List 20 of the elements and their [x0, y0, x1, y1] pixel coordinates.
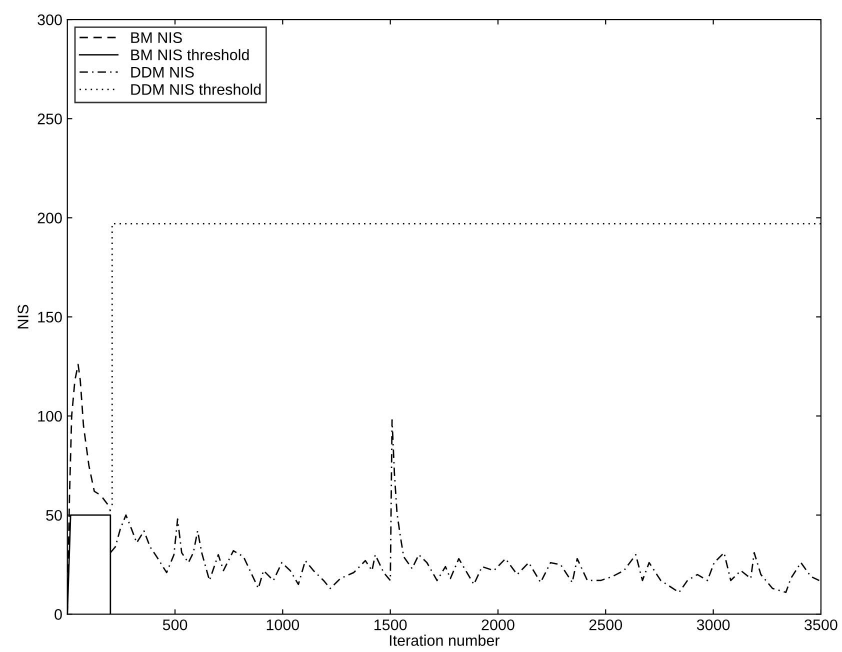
x-tick-label: 3500 — [804, 619, 838, 630]
x-tick-label: 1000 — [266, 619, 300, 630]
x-tick-label: 2000 — [482, 619, 514, 630]
y-tick-label: 250 — [38, 114, 62, 124]
x-axis-title: Iteration number — [390, 634, 500, 646]
legend-label: BM NIS threshold — [131, 49, 249, 60]
y-tick-label: 0 — [54, 609, 62, 620]
x-tick-label: 500 — [162, 619, 188, 630]
y-axis-title: NIS — [18, 304, 28, 328]
y-tick-label: 150 — [38, 312, 62, 323]
x-tick-label: 1500 — [374, 619, 407, 630]
legend-label: DDM NIS — [131, 66, 194, 78]
y-tick-label: 200 — [38, 212, 62, 224]
x-tick-label: 3000 — [696, 619, 730, 630]
legend-label: DDM NIS threshold — [131, 84, 261, 95]
legend-label: BM NIS — [131, 32, 182, 44]
y-tick-label: 300 — [38, 14, 62, 26]
y-tick-label: 100 — [38, 410, 62, 422]
y-tick-label: 50 — [46, 510, 62, 521]
x-tick-label: 2500 — [589, 619, 622, 630]
